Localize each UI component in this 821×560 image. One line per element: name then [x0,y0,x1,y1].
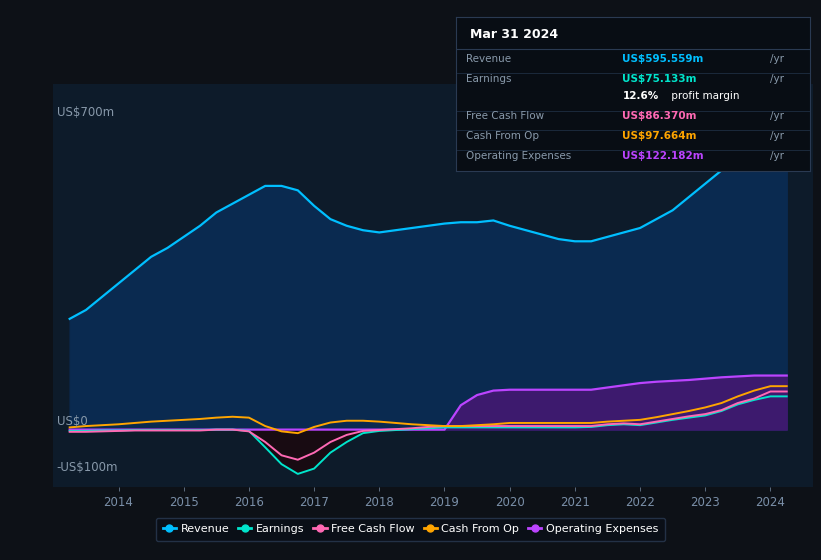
Text: US$75.133m: US$75.133m [622,74,697,84]
Text: Free Cash Flow: Free Cash Flow [466,111,544,121]
Text: profit margin: profit margin [668,91,740,101]
Text: US$595.559m: US$595.559m [622,54,704,64]
Legend: Revenue, Earnings, Free Cash Flow, Cash From Op, Operating Expenses: Revenue, Earnings, Free Cash Flow, Cash … [156,517,665,541]
Text: /yr: /yr [769,111,783,121]
Text: /yr: /yr [769,74,783,84]
Text: Operating Expenses: Operating Expenses [466,151,571,161]
Text: Cash From Op: Cash From Op [466,131,539,141]
Text: US$122.182m: US$122.182m [622,151,704,161]
Text: US$0: US$0 [57,416,87,428]
Text: 12.6%: 12.6% [622,91,658,101]
Text: /yr: /yr [769,54,783,64]
Text: Earnings: Earnings [466,74,511,84]
Text: US$86.370m: US$86.370m [622,111,697,121]
Text: -US$100m: -US$100m [57,461,118,474]
Text: US$97.664m: US$97.664m [622,131,697,141]
Text: /yr: /yr [769,151,783,161]
Text: /yr: /yr [769,131,783,141]
Text: Mar 31 2024: Mar 31 2024 [470,27,558,40]
Text: US$700m: US$700m [57,106,114,119]
Text: Revenue: Revenue [466,54,511,64]
